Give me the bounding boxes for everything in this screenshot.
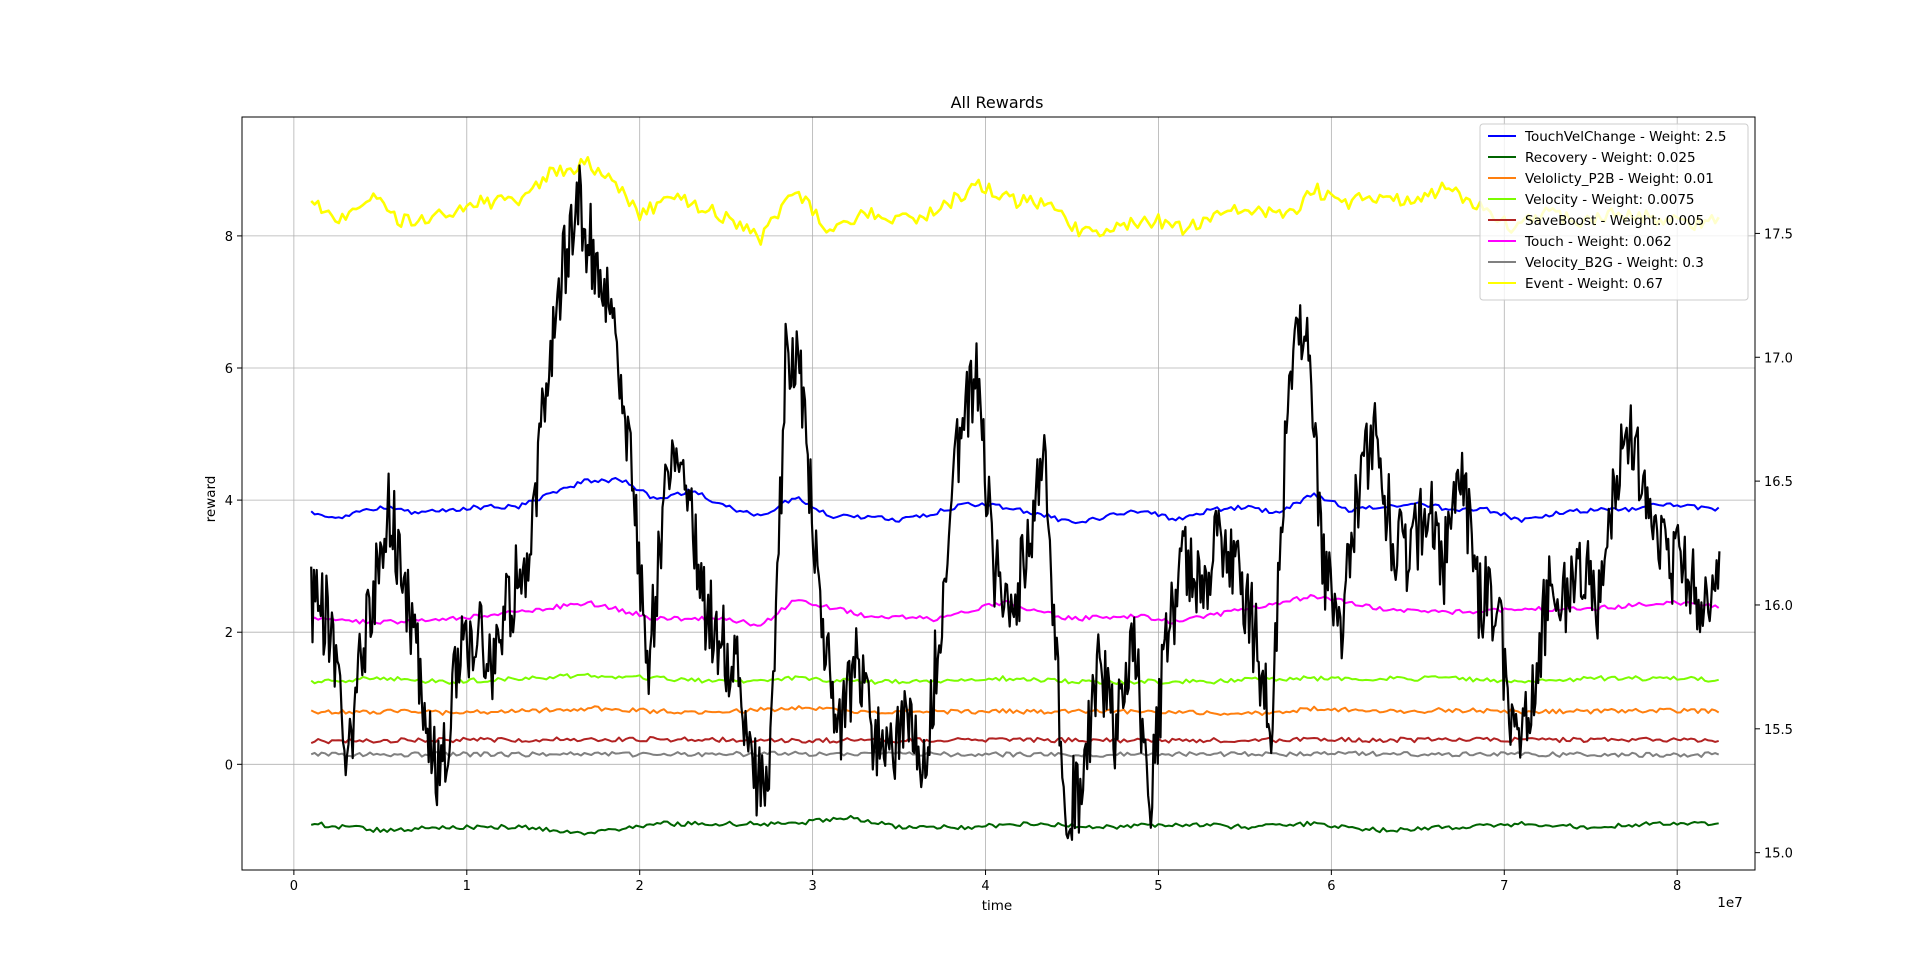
y-axis-label: reward [203,476,219,523]
axes: 0 1 2 3 4 5 6 7 8 0 2 4 6 8 15.0 15.5 16.0 16.5 17.0 17.5 [225,116,1793,894]
series-line-1 [310,814,1719,836]
y-tick-label-4: 8 [225,230,233,245]
x-tick-label-3: 3 [808,879,816,894]
y-tick-label-2: 4 [225,494,233,509]
y2-tick-label-2: 16.0 [1764,599,1793,614]
x-tick-label-1: 1 [463,879,471,894]
y2-tick-label-1: 15.5 [1764,723,1793,738]
legend-label-1: Recovery - Weight: 0.025 [1525,150,1696,166]
x-axis-label: time [982,898,1013,914]
y2-tick-label-0: 15.0 [1764,847,1793,862]
series-line-8 [310,164,1721,841]
series-line-0 [310,477,1720,525]
series-line-4 [310,736,1719,745]
series-line-6 [310,750,1720,758]
y2-tick-label-4: 17.0 [1764,351,1793,366]
x-tick-label-0: 0 [290,879,298,894]
chart-title: All Rewards [951,93,1044,112]
legend-label-2: Velolicty_P2B - Weight: 0.01 [1525,171,1714,187]
legend-label-6: Velocity_B2G - Weight: 0.3 [1525,255,1704,271]
legend-label-0: TouchVelChange - Weight: 2.5 [1524,129,1726,145]
y2-tick-label-3: 16.5 [1764,475,1793,490]
series-line-3 [310,672,1719,685]
legend-label-4: SaveBoost - Weight: 0.005 [1525,213,1704,229]
x-tick-label-7: 7 [1500,879,1508,894]
y-tick-label-1: 2 [225,626,233,641]
x-offset-label: 1e7 [1717,895,1742,911]
y2-tick-label-5: 17.5 [1764,227,1793,242]
x-tick-label-2: 2 [636,879,644,894]
x-tick-label-5: 5 [1154,879,1162,894]
legend: TouchVelChange - Weight: 2.5 Recovery - W… [1479,123,1749,301]
plot-frame [241,116,1756,871]
y-tick-label-0: 0 [225,758,233,773]
legend-box [1479,123,1749,301]
legend-label-7: Event - Weight: 0.67 [1525,276,1663,292]
legend-label-3: Velocity - Weight: 0.0075 [1525,192,1695,208]
series-line-2 [310,705,1720,716]
legend-label-5: Touch - Weight: 0.062 [1524,234,1672,250]
x-tick-label-4: 4 [981,879,989,894]
y-tick-label-3: 6 [225,362,233,377]
x-tick-label-8: 8 [1673,879,1681,894]
x-tick-label-6: 6 [1327,879,1335,894]
